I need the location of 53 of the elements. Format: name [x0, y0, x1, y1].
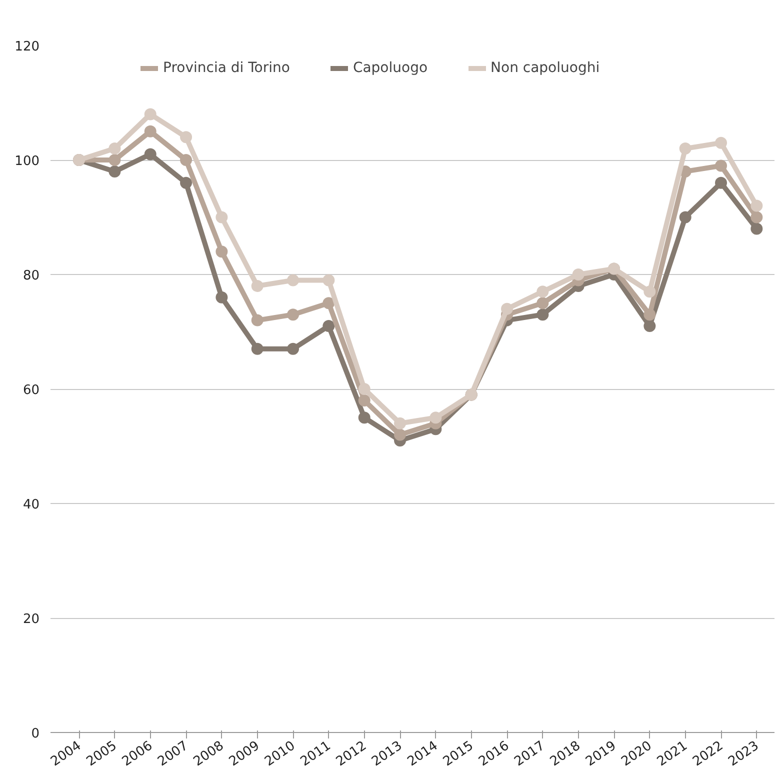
- point: [644, 320, 656, 332]
- y-tick-label: 80: [22, 268, 40, 284]
- point: [287, 342, 300, 355]
- point: [358, 383, 370, 395]
- point: [216, 291, 228, 304]
- point: [144, 125, 156, 138]
- point: [216, 211, 228, 224]
- y-tick-label: 100: [14, 154, 40, 169]
- point: [144, 108, 156, 120]
- point: [322, 320, 335, 332]
- point: [750, 222, 763, 235]
- point: [536, 297, 549, 310]
- point: [358, 394, 370, 406]
- point: [715, 176, 727, 189]
- legend-label: Capoluogo: [352, 60, 428, 76]
- point: [572, 268, 584, 280]
- point: [322, 274, 335, 286]
- point: [750, 200, 763, 212]
- point: [108, 142, 121, 155]
- point: [180, 154, 192, 166]
- point: [536, 286, 549, 298]
- point: [180, 131, 192, 144]
- point: [536, 308, 549, 321]
- point: [715, 136, 727, 149]
- point: [251, 314, 264, 326]
- point: [108, 165, 121, 178]
- point: [501, 302, 514, 315]
- point: [216, 246, 228, 258]
- point: [144, 148, 156, 160]
- point: [750, 211, 763, 224]
- point: [679, 142, 692, 155]
- point: [394, 417, 406, 430]
- point: [287, 274, 300, 286]
- point: [644, 308, 656, 321]
- point: [251, 342, 264, 355]
- point: [679, 211, 692, 224]
- y-tick-label: 0: [31, 726, 40, 742]
- point: [322, 297, 335, 310]
- point: [394, 428, 406, 441]
- legend-label: Non capoluoghi: [490, 60, 600, 76]
- point: [180, 176, 192, 189]
- point: [108, 154, 121, 166]
- y-tick-label: 20: [22, 612, 40, 627]
- point: [358, 412, 370, 424]
- y-tick-label: 60: [22, 383, 40, 398]
- y-tick-label: 40: [22, 498, 40, 512]
- point: [644, 286, 656, 298]
- point: [287, 308, 300, 321]
- point: [715, 160, 727, 172]
- y-tick-label: 120: [14, 40, 40, 54]
- point: [251, 280, 264, 292]
- point: [430, 412, 442, 424]
- legend-label: Provincia di Torino: [163, 60, 290, 76]
